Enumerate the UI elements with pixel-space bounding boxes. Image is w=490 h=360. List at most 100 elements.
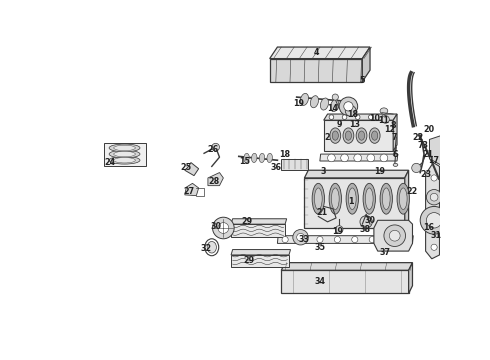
Text: 34: 34: [315, 278, 325, 287]
Ellipse shape: [366, 188, 373, 210]
Ellipse shape: [393, 163, 398, 166]
Text: 2: 2: [325, 132, 330, 141]
Circle shape: [368, 115, 373, 120]
Polygon shape: [393, 114, 397, 151]
Text: 20: 20: [423, 125, 434, 134]
Circle shape: [345, 105, 356, 116]
Text: 5: 5: [360, 76, 365, 85]
Text: 15: 15: [240, 157, 250, 166]
Ellipse shape: [251, 153, 257, 162]
Text: 30: 30: [365, 216, 375, 225]
Polygon shape: [281, 270, 409, 293]
Text: 4: 4: [313, 48, 318, 57]
Circle shape: [390, 230, 400, 241]
Text: 33: 33: [298, 235, 309, 244]
Text: 30: 30: [210, 222, 221, 231]
Polygon shape: [320, 154, 398, 161]
Polygon shape: [281, 159, 308, 170]
Ellipse shape: [310, 96, 318, 108]
Polygon shape: [104, 143, 146, 166]
Ellipse shape: [363, 183, 375, 214]
Text: 32: 32: [200, 244, 211, 253]
Circle shape: [382, 116, 390, 123]
Text: 16: 16: [423, 224, 434, 233]
Circle shape: [426, 189, 442, 205]
Polygon shape: [426, 163, 440, 259]
Ellipse shape: [332, 131, 339, 140]
Polygon shape: [374, 220, 413, 251]
Ellipse shape: [343, 128, 354, 143]
Text: 11: 11: [378, 117, 390, 126]
Circle shape: [382, 115, 386, 120]
Text: 25: 25: [181, 163, 192, 172]
Text: 10: 10: [369, 114, 380, 123]
Circle shape: [335, 226, 343, 233]
Text: 23: 23: [420, 170, 431, 179]
Polygon shape: [231, 224, 285, 237]
Text: 26: 26: [207, 145, 218, 154]
Circle shape: [212, 143, 220, 151]
Ellipse shape: [369, 128, 380, 143]
Text: 29: 29: [243, 256, 254, 265]
Circle shape: [317, 237, 323, 243]
Text: 19: 19: [332, 228, 343, 237]
Circle shape: [213, 217, 234, 239]
Polygon shape: [304, 178, 405, 228]
Polygon shape: [429, 136, 443, 166]
Text: 13: 13: [349, 120, 360, 129]
Text: 22: 22: [407, 186, 418, 195]
Polygon shape: [231, 255, 289, 266]
Text: 18: 18: [280, 150, 291, 159]
Text: 8: 8: [391, 121, 396, 130]
Text: 3: 3: [321, 167, 326, 176]
Ellipse shape: [399, 188, 407, 210]
Text: 36: 36: [270, 163, 281, 172]
Polygon shape: [208, 172, 223, 186]
Ellipse shape: [259, 153, 265, 162]
Text: 21: 21: [317, 208, 328, 217]
Text: 29: 29: [241, 217, 252, 226]
Text: 1: 1: [348, 197, 353, 206]
Circle shape: [332, 94, 339, 100]
Text: 37: 37: [380, 248, 391, 257]
Circle shape: [430, 193, 438, 201]
Ellipse shape: [345, 131, 351, 140]
Circle shape: [367, 154, 375, 162]
Ellipse shape: [329, 183, 342, 214]
Ellipse shape: [300, 93, 309, 105]
Polygon shape: [362, 47, 370, 82]
Ellipse shape: [346, 183, 359, 214]
Ellipse shape: [380, 183, 392, 214]
Circle shape: [412, 163, 421, 172]
Polygon shape: [185, 163, 198, 176]
Text: 35: 35: [315, 243, 325, 252]
Text: 27: 27: [183, 187, 194, 196]
Circle shape: [328, 154, 335, 162]
Text: 19: 19: [293, 99, 304, 108]
Text: 12: 12: [385, 125, 395, 134]
Circle shape: [384, 225, 406, 247]
Polygon shape: [231, 219, 287, 224]
Circle shape: [354, 154, 362, 162]
Circle shape: [341, 154, 348, 162]
Polygon shape: [185, 183, 198, 195]
Circle shape: [387, 237, 393, 243]
Polygon shape: [405, 170, 409, 228]
Polygon shape: [231, 249, 291, 255]
Ellipse shape: [331, 188, 339, 210]
Ellipse shape: [109, 150, 140, 158]
Circle shape: [369, 237, 375, 243]
Ellipse shape: [109, 144, 140, 152]
Circle shape: [299, 237, 306, 243]
Ellipse shape: [114, 158, 135, 163]
Ellipse shape: [393, 153, 398, 156]
Text: 24: 24: [104, 158, 116, 167]
Ellipse shape: [382, 188, 390, 210]
Ellipse shape: [356, 128, 367, 143]
Ellipse shape: [397, 183, 409, 214]
Circle shape: [380, 154, 388, 162]
Text: 21: 21: [422, 150, 434, 159]
Circle shape: [282, 237, 288, 243]
Text: 14: 14: [327, 104, 339, 113]
Circle shape: [431, 175, 437, 181]
